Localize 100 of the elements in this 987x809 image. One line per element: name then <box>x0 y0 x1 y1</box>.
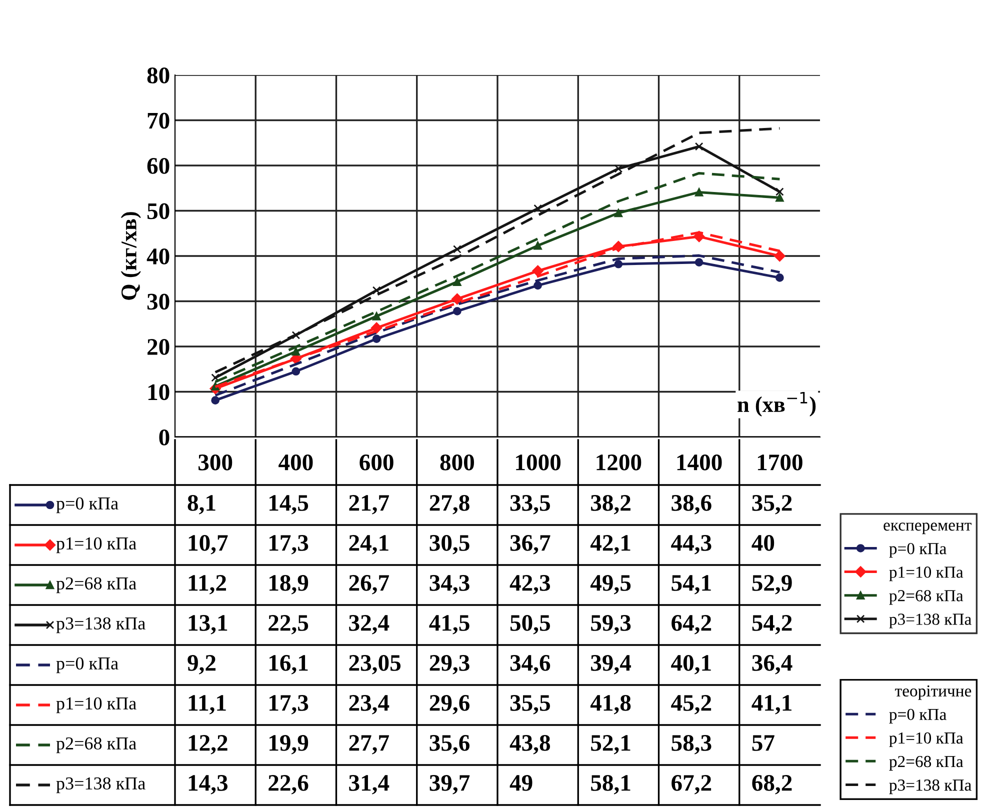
point <box>534 204 542 213</box>
data-label: 22,5 <box>268 615 308 634</box>
point <box>776 274 784 282</box>
data-label: 33,5 <box>510 495 550 514</box>
x-tick-label: 1000 <box>516 454 561 470</box>
data-label: 18,9 <box>270 574 308 594</box>
data-label: 19,9 <box>270 735 308 754</box>
x-tick-label: 600 <box>360 454 394 470</box>
data-label: 38,6 <box>672 494 712 514</box>
y-tick-label: 10 <box>148 384 170 400</box>
data-label: 9,2 <box>188 655 216 674</box>
point <box>614 260 623 268</box>
point <box>211 374 220 382</box>
text: p3=138 кПа <box>889 614 972 628</box>
point <box>694 142 704 151</box>
point <box>453 245 462 254</box>
point <box>614 164 623 173</box>
data-label: 36,4 <box>752 655 792 674</box>
data-label: 14,3 <box>188 775 228 794</box>
legend-label: p3=138 кПа <box>56 617 146 634</box>
legend-label: p1=10 кПа <box>56 537 136 554</box>
point <box>534 281 542 290</box>
y-tick-label: 0 <box>159 429 170 446</box>
data-label: 34,6 <box>510 655 550 674</box>
data-label: 14,5 <box>270 495 308 514</box>
y-tick-label: 80 <box>147 67 170 84</box>
data-label: 34,3 <box>430 575 470 594</box>
data-label: 17,3 <box>270 535 308 554</box>
point <box>453 278 462 286</box>
point <box>452 293 463 305</box>
data-label: 32,4 <box>349 615 390 634</box>
text: p1=10 кПа <box>889 566 964 582</box>
data-label: 42,1 <box>590 535 630 554</box>
point <box>614 208 623 218</box>
point <box>372 286 381 295</box>
legend-label: p2=68 кПа <box>56 737 136 754</box>
data-label: 58,1 <box>591 774 630 794</box>
data-label: 35,2 <box>752 495 792 514</box>
data-label: 30,5 <box>430 534 470 554</box>
data-label: 42,3 <box>510 575 550 594</box>
point <box>372 312 381 320</box>
y-tick-label: 70 <box>148 112 170 129</box>
data-label: 39,7 <box>430 775 470 794</box>
data-label: 27,8 <box>430 494 470 514</box>
x-tick-label: 800 <box>440 454 474 470</box>
x-axis-title: n (хв$^{−1}$) <box>738 392 816 417</box>
data-label: 68,2 <box>752 774 792 794</box>
x-tick-label: 1200 <box>596 454 642 470</box>
data-label: 40,1 <box>671 654 711 674</box>
point <box>292 367 300 376</box>
data-label: 35,6 <box>430 735 470 754</box>
data-label: 24,1 <box>349 535 388 554</box>
data-label: 40 <box>752 534 774 551</box>
data-label: 29,6 <box>430 695 470 714</box>
data-label: 12,2 <box>188 735 228 754</box>
data-label: 22,6 <box>268 775 308 794</box>
y-tick-label: 60 <box>147 158 170 174</box>
data-label: 43,8 <box>510 734 550 754</box>
point <box>774 250 786 262</box>
legend-label: p=0 кПа <box>56 657 118 674</box>
text: p3=138 кПа <box>889 779 972 794</box>
legend-label: p2=68 кПа <box>56 577 136 594</box>
data-label: 41,8 <box>590 694 631 714</box>
data-label: 38,2 <box>591 494 630 514</box>
data-label: 21,7 <box>349 495 389 514</box>
data-label: 26,7 <box>349 575 389 594</box>
y-tick-label: 20 <box>148 338 170 355</box>
data-label: 54,2 <box>752 615 792 634</box>
y-tick-label: 30 <box>147 294 170 310</box>
data-label: 23,05 <box>349 654 401 674</box>
point <box>211 396 220 405</box>
data-label: 49 <box>510 775 532 791</box>
data-label: 17,3 <box>270 695 308 714</box>
data-label: 44,3 <box>671 535 712 554</box>
data-label: 52,9 <box>752 575 792 594</box>
point <box>532 265 544 277</box>
data-label: 41,1 <box>752 695 792 714</box>
data-label: 11,1 <box>188 695 226 714</box>
legend-label: p1=10 кПа <box>56 697 136 714</box>
data-label: 54,1 <box>672 575 711 594</box>
x-tick-label: 1700 <box>758 454 802 470</box>
data-label: 23,4 <box>349 695 390 714</box>
data-label: 39,4 <box>591 655 632 674</box>
point <box>534 241 542 250</box>
data-label: 57 <box>752 735 774 751</box>
data-label: 10,7 <box>188 534 228 554</box>
data-label: 64,2 <box>672 615 712 634</box>
legend-label: p3=138 кПа <box>56 777 146 794</box>
data-label: 67,2 <box>672 775 712 794</box>
data-label: 11,2 <box>188 575 226 594</box>
data-label: 8,1 <box>188 494 216 514</box>
point <box>694 188 704 196</box>
y-tick-label: 50 <box>147 203 170 220</box>
data-label: 58,3 <box>672 734 712 754</box>
data-label: 35,5 <box>510 695 550 714</box>
text: p2=68 кПа <box>889 756 964 771</box>
text: p1=10 кПа <box>889 732 964 748</box>
data-label: 29,3 <box>430 655 470 674</box>
x-tick-label: 1400 <box>677 454 722 470</box>
x-tick-label: 400 <box>278 454 313 470</box>
